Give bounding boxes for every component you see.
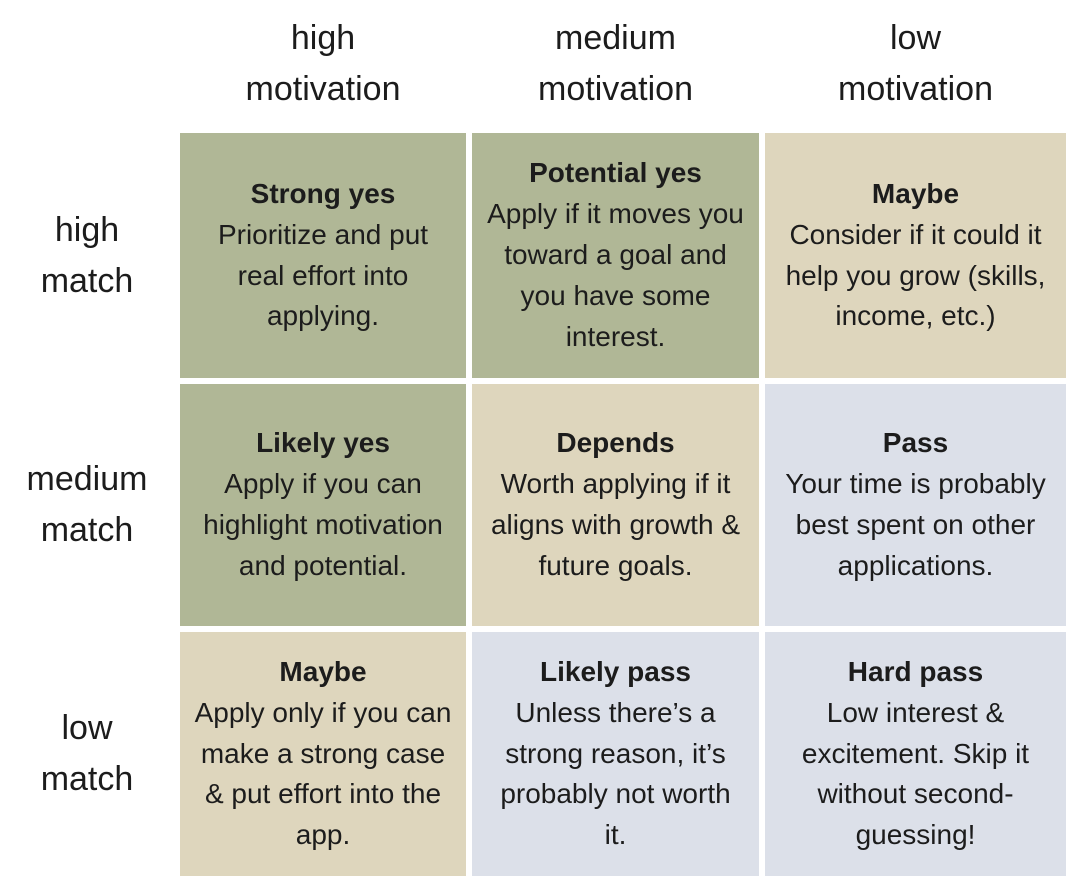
cell-verdict: Maybe [279,655,367,687]
matrix-corner-spacer [0,0,174,127]
cell-advice: Your time is probably best spent on othe… [785,468,1046,581]
cell-medium-match-low-motivation: Pass Your time is probably best spent on… [765,384,1066,626]
cell-high-match-high-motivation: Strong yes Prioritize and put real effor… [180,133,466,378]
cell-verdict: Hard pass [847,655,984,687]
cell-advice: Low interest & excitement. Skip it witho… [801,696,1030,851]
row-header-high-match: high match [0,133,174,378]
column-header-low-motivation: low motivation [765,0,1066,127]
cell-verdict: Maybe [871,177,960,209]
cell-medium-match-high-motivation: Likely yes Apply if you can highlight mo… [180,384,466,626]
cell-advice: Apply if you can highlight motivation an… [203,468,443,581]
row-header-low-match: low match [0,632,174,876]
cell-verdict: Strong yes [250,177,396,209]
cell-advice: Worth applying if it aligns with growth … [490,468,740,581]
cell-verdict: Depends [556,427,675,459]
cell-advice: Unless there’s a strong reason, it’s pro… [500,696,731,851]
cell-medium-match-medium-motivation: Depends Worth applying if it aligns with… [472,384,759,626]
cell-advice: Consider if it could it help you grow (s… [785,218,1046,332]
cell-advice: Apply only if you can make a strong case… [194,696,452,851]
cell-advice: Apply if it moves you toward a goal and … [487,198,744,352]
cell-low-match-high-motivation: Maybe Apply only if you can make a stron… [180,632,466,876]
row-header-medium-match: medium match [0,384,174,626]
cell-verdict: Likely yes [256,427,390,459]
column-header-high-motivation: high motivation [180,0,466,127]
cell-verdict: Potential yes [529,157,702,189]
cell-advice: Prioritize and put real effort into appl… [217,218,429,332]
cell-low-match-medium-motivation: Likely pass Unless there’s a strong reas… [472,632,759,876]
cell-low-match-low-motivation: Hard pass Low interest & excitement. Ski… [765,632,1066,876]
column-header-medium-motivation: medium motivation [472,0,759,127]
cell-verdict: Pass [882,427,949,459]
cell-verdict: Likely pass [540,655,691,687]
cell-high-match-medium-motivation: Potential yes Apply if it moves you towa… [472,133,759,378]
cell-high-match-low-motivation: Maybe Consider if it could it help you g… [765,133,1066,378]
